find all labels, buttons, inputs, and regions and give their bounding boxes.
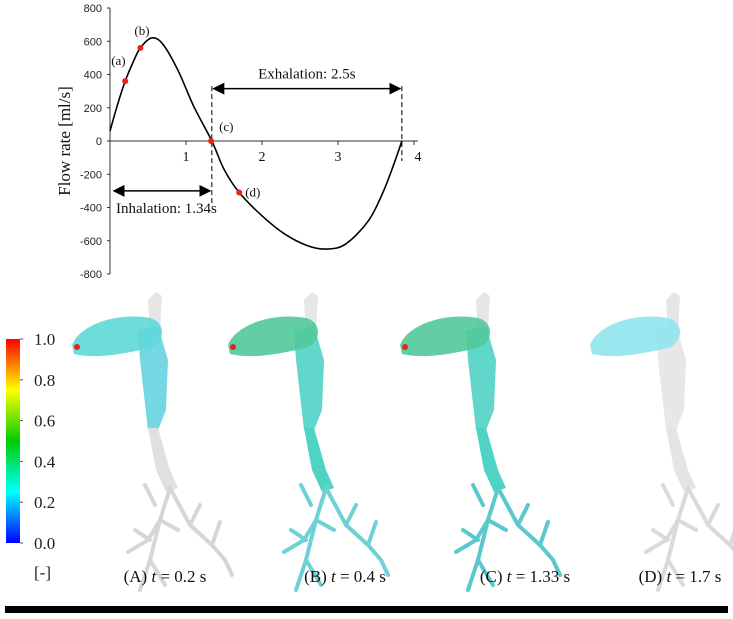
marker-point	[122, 78, 129, 85]
time-value: = 0.2 s	[156, 567, 206, 586]
bronchi	[282, 483, 390, 592]
y-tick-label: 800	[84, 3, 102, 15]
flow-rate-curve	[109, 37, 403, 250]
panel-letter: (A)	[124, 567, 152, 586]
x-tick-label: 2	[259, 150, 266, 165]
bottom-rule	[5, 606, 728, 613]
colorbar-unit: [-]	[34, 563, 51, 582]
inlet-hotspot	[230, 344, 236, 350]
marker-label: (d)	[245, 185, 260, 200]
panel-caption: (B) t = 0.4 s	[304, 567, 386, 586]
marker-label: (c)	[219, 119, 233, 134]
panel-letter: (B)	[304, 567, 331, 586]
panel-caption: (C) t = 1.33 s	[480, 567, 570, 586]
colorbar-tick-label: 0.0	[34, 534, 55, 553]
time-value: = 0.4 s	[336, 567, 386, 586]
panel-letter: (D)	[639, 567, 667, 586]
nasal-cavity	[72, 316, 162, 357]
flow-rate-chart: 800 600 400 200 0 -200 -400 -600 -800 1 2 3 4 Flow …	[55, 3, 422, 281]
time-symbol: t	[666, 567, 672, 586]
trachea	[476, 428, 506, 492]
pharynx	[466, 326, 496, 430]
colorbar-tick-label: 0.4	[34, 452, 56, 471]
marker-point	[208, 138, 215, 144]
time-symbol: t	[331, 567, 337, 586]
colorbar-tick-label: 0.2	[34, 493, 55, 512]
y-axis-label: Flow rate [ml/s]	[55, 86, 74, 196]
y-tick-label: -400	[80, 203, 102, 215]
bronchi	[454, 483, 562, 592]
y-tick-label: 0	[96, 136, 102, 148]
y-tick-label: -600	[80, 236, 102, 248]
marker-point	[236, 189, 243, 196]
y-tick-label: 600	[84, 36, 102, 48]
colorbar-gradient	[6, 339, 20, 543]
colorbar: 1.0 0.8 0.6 0.4 0.2 0.0 [-]	[6, 330, 56, 582]
airway-panel	[400, 292, 562, 592]
trachea	[304, 428, 334, 492]
pharynx	[138, 326, 168, 430]
time-symbol: t	[151, 567, 157, 586]
marker-label: (a)	[111, 53, 125, 68]
time-value: = 1.33 s	[511, 567, 570, 586]
nasal-cavity	[228, 316, 318, 357]
exhalation-label: Exhalation: 2.5s	[258, 67, 356, 83]
panel-letter: (C)	[480, 567, 507, 586]
airway-panel	[72, 292, 234, 592]
y-tick-label: 200	[84, 103, 102, 115]
nasal-cavity	[590, 316, 680, 357]
colorbar-tick-label: 0.6	[34, 412, 55, 431]
inlet-hotspot	[74, 344, 80, 350]
colorbar-tick-label: 1.0	[34, 330, 55, 349]
airway-panel	[228, 292, 390, 592]
y-tick-label: -200	[80, 169, 102, 181]
colorbar-tick-label: 0.8	[34, 371, 55, 390]
trachea	[666, 428, 696, 492]
nasal-cavity	[400, 316, 490, 357]
trachea	[148, 428, 178, 492]
time-value: = 1.7 s	[671, 567, 721, 586]
pharynx	[656, 326, 686, 430]
pharynx	[294, 326, 324, 430]
x-tick-label: 3	[335, 150, 342, 165]
bronchi	[126, 483, 234, 592]
inhalation-label: Inhalation: 1.34s	[116, 201, 217, 217]
bronchi	[644, 483, 733, 592]
marker-label: (b)	[134, 23, 149, 38]
y-tick-label: -800	[80, 269, 102, 281]
x-tick-label: 1	[183, 150, 190, 165]
panel-caption: (A) t = 0.2 s	[124, 567, 207, 586]
y-tick-label: 400	[84, 70, 102, 82]
airway-panel	[590, 292, 733, 592]
marker-point	[137, 44, 144, 51]
inlet-hotspot	[402, 344, 408, 350]
time-symbol: t	[507, 567, 513, 586]
panel-caption: (D) t = 1.7 s	[639, 567, 722, 586]
x-tick-label: 4	[415, 150, 422, 165]
